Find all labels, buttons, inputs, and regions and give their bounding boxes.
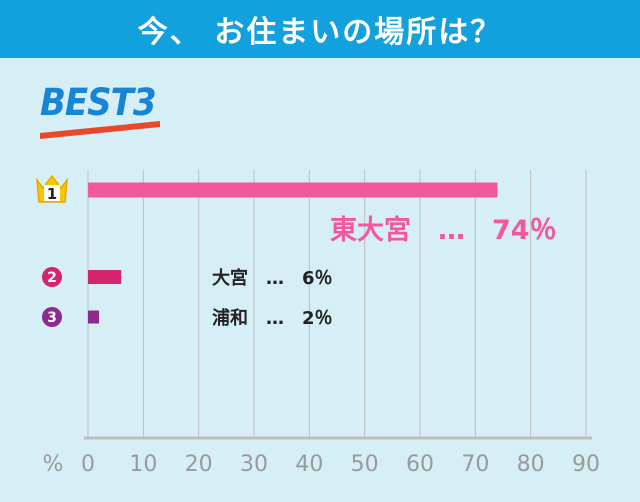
x-tick-label: 40 [295,452,323,477]
x-tick-label: 10 [129,452,157,477]
title-banner: 今、 お住まいの場所は？ [0,0,640,58]
bar-value-label: 東大宮 … 74％ [330,214,557,246]
circle-number-icon [42,267,62,287]
x-tick-label: 0 [81,452,95,477]
crown-number-box [44,185,60,201]
x-tick-label: 60 [406,452,434,477]
rank-number: 1 [47,185,57,203]
x-tick-label: 20 [185,452,213,477]
x-tick-label: 80 [517,452,545,477]
best3-underline [40,121,160,139]
x-tick-label: 30 [240,452,268,477]
rank-number: 2 [47,270,57,286]
bar-value-label: 大宮 … 6％ [212,267,333,289]
rank-number: 3 [47,310,57,326]
bar [88,182,498,198]
x-tick-label: 70 [461,452,489,477]
bar [88,310,100,324]
page-title: 今、 お住まいの場所は？ [137,15,503,50]
x-tick-label: 50 [351,452,379,477]
circle-number-icon [42,307,62,327]
x-unit-label: % [43,452,64,477]
bar [88,270,122,284]
best3-badge: BEST3 [40,81,156,125]
bar-value-label: 浦和 … 2％ [212,307,333,329]
x-tick-label: 90 [572,452,600,477]
